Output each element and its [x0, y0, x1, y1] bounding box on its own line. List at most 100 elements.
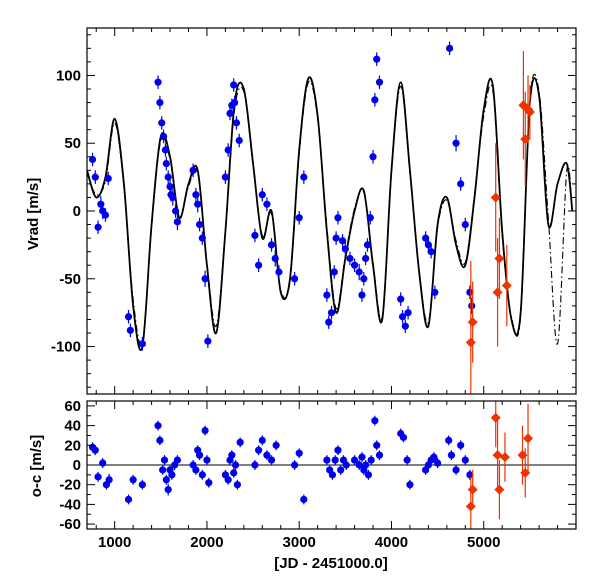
residuals-panel: -60 -40 -20 0 20 40 60 1000 2000 3000 4000 5000 o-c…: [28, 398, 577, 572]
circle-marker: [398, 313, 407, 321]
bottom-blue-residuals-point: [263, 450, 271, 461]
bottom-blue-residuals-point: [162, 474, 170, 485]
top-blue-data-point: [221, 170, 229, 184]
top-blue-data-point: [330, 265, 338, 279]
circle-marker: [195, 220, 204, 229]
bottom-blue-residuals-point: [323, 455, 331, 465]
circle-marker: [325, 318, 333, 326]
circle-marker: [263, 200, 271, 208]
top-blue-data-point: [338, 234, 347, 248]
x-tick-label: 4000: [375, 534, 408, 551]
circle-marker: [369, 153, 377, 161]
circle-marker: [251, 231, 259, 239]
bottom-blue-residuals-point: [99, 458, 107, 468]
circle-marker: [166, 183, 174, 191]
top-blue-data-point: [263, 197, 271, 211]
circle-marker: [358, 453, 366, 461]
circle-marker: [355, 268, 363, 276]
circle-marker: [104, 174, 112, 183]
top-blue-data-point: [195, 217, 204, 232]
circle-marker: [124, 313, 133, 321]
bottom-blue-residuals-point: [138, 479, 146, 490]
circle-marker: [201, 426, 209, 435]
circle-marker: [126, 326, 134, 334]
circle-marker: [160, 456, 169, 464]
bottom-blue-residuals-point: [160, 455, 169, 465]
circle-marker: [341, 245, 349, 253]
bottom-blue-residuals-point: [129, 474, 137, 485]
top-blue-data-point: [468, 297, 476, 315]
circle-marker: [97, 200, 105, 208]
bottom-blue-residuals-point: [355, 460, 363, 470]
top-blue-data-point: [466, 285, 474, 300]
top-blue-data-point: [404, 305, 412, 320]
y-tick-label: -20: [59, 477, 81, 494]
circle-marker: [173, 456, 182, 464]
bottom-blue-residuals-point: [201, 425, 209, 436]
bottom-blue-residuals-point: [445, 435, 453, 446]
top-blue-data-point: [363, 238, 372, 252]
top-blue-data-point: [154, 75, 162, 89]
circle-marker: [375, 78, 384, 86]
top-red-data-point: [524, 84, 535, 140]
circle-marker: [233, 481, 241, 489]
circle-marker: [373, 441, 381, 449]
diamond-marker: [490, 412, 501, 423]
top-blue-data-point: [156, 95, 164, 110]
top-blue-data-point: [88, 152, 97, 167]
circle-marker: [362, 254, 370, 263]
circle-marker: [138, 340, 146, 348]
y-tick-label: -100: [51, 339, 81, 356]
circle-marker: [169, 193, 177, 202]
circle-marker: [226, 109, 234, 117]
top-blue-data-point: [334, 211, 342, 225]
circle-marker: [263, 451, 271, 459]
bottom-blue-residuals-point: [295, 448, 303, 459]
circle-marker: [258, 191, 266, 199]
bottom-blue-residuals-point: [236, 437, 244, 448]
circle-marker: [290, 275, 299, 283]
circle-marker: [162, 159, 170, 168]
top-blue-data-point: [360, 272, 368, 286]
circle-marker: [424, 241, 432, 249]
y-tick-label: 20: [64, 437, 81, 454]
circle-marker: [466, 288, 474, 296]
circle-marker: [427, 248, 435, 256]
top-red-data-point: [490, 143, 501, 252]
top-blue-data-point: [398, 309, 407, 324]
top-blue-data-point: [171, 204, 180, 218]
y-tick-label: 100: [56, 67, 81, 84]
bottom-blue-residuals-point: [154, 420, 162, 431]
circle-marker: [189, 166, 197, 174]
circle-marker: [192, 466, 200, 474]
circle-marker: [466, 471, 474, 479]
bottom-blue-residuals-point: [224, 474, 232, 485]
bottom-blue-residuals-point: [233, 479, 241, 490]
bottom-blue-residuals-point: [342, 460, 350, 470]
circle-marker: [430, 453, 438, 461]
circle-marker: [330, 268, 338, 276]
top-blue-data-point: [224, 143, 232, 157]
diamond-marker: [492, 450, 503, 461]
top-blue-data-point: [91, 170, 99, 184]
diamond-marker: [492, 287, 503, 298]
top-blue-data-point: [341, 242, 349, 256]
bottom-blue-residuals-point: [91, 445, 99, 456]
bottom-red-residuals-point: [523, 403, 534, 473]
circle-marker: [399, 433, 408, 442]
circle-marker: [129, 476, 137, 484]
bottom-blue-residuals-point: [358, 452, 366, 463]
top-blue-data-point: [325, 315, 333, 329]
diamond-marker: [494, 484, 505, 495]
circle-marker: [224, 476, 232, 484]
bottom-blue-residuals-point: [466, 469, 474, 480]
circle-marker: [232, 119, 241, 127]
y-tick-label: 0: [73, 457, 81, 474]
top-blue-data-point: [461, 217, 469, 232]
top-blue-data-point: [94, 220, 102, 235]
bottom-blue-residuals-point: [399, 432, 408, 443]
circle-marker: [159, 466, 167, 474]
bottom-blue-residuals-point: [430, 452, 438, 463]
circle-marker: [198, 234, 206, 242]
bottom-blue-residuals-point: [228, 450, 236, 461]
